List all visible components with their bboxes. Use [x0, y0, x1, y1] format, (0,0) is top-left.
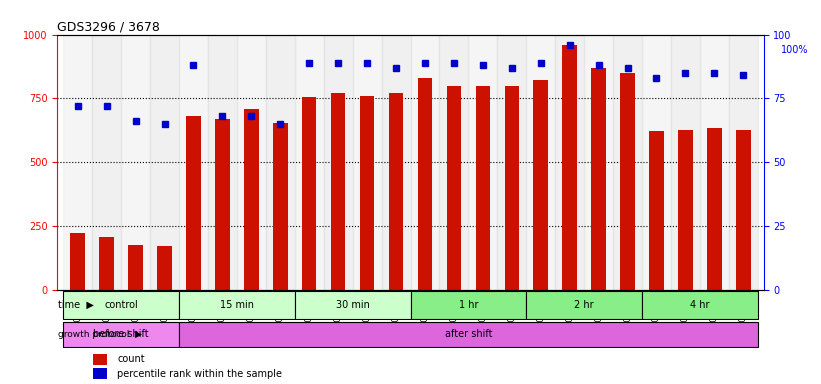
Bar	[382, 35, 410, 290]
Bar	[613, 35, 642, 290]
Bar	[729, 35, 758, 290]
Bar	[418, 78, 432, 290]
Bar	[323, 35, 353, 290]
Bar	[505, 86, 519, 290]
Bar	[208, 35, 237, 290]
Bar	[99, 237, 114, 290]
Bar	[468, 35, 498, 290]
Bar	[150, 35, 179, 290]
Bar	[699, 35, 729, 290]
Bar	[410, 35, 439, 290]
Bar	[295, 35, 323, 290]
Text: after shift: after shift	[445, 329, 492, 339]
Bar	[439, 35, 468, 290]
Text: before shift: before shift	[94, 329, 149, 339]
Bar	[671, 35, 699, 290]
Bar	[158, 246, 172, 290]
Bar	[302, 97, 316, 290]
Bar	[526, 35, 555, 290]
Bar	[186, 116, 200, 290]
FancyBboxPatch shape	[63, 322, 179, 347]
Bar	[389, 93, 403, 290]
Bar	[93, 354, 107, 365]
Bar	[244, 109, 259, 290]
Text: count: count	[117, 354, 145, 364]
Bar	[215, 119, 230, 290]
Bar	[92, 35, 122, 290]
Bar	[63, 35, 92, 290]
Text: percentile rank within the sample: percentile rank within the sample	[117, 369, 282, 379]
Text: 15 min: 15 min	[220, 300, 254, 310]
Text: 4 hr: 4 hr	[690, 300, 709, 310]
Bar	[93, 368, 107, 379]
Bar	[266, 35, 295, 290]
Text: 30 min: 30 min	[336, 300, 369, 310]
Bar	[331, 93, 346, 290]
Bar	[562, 45, 577, 290]
Text: growth protocol  ▶: growth protocol ▶	[58, 330, 142, 339]
Bar	[678, 130, 693, 290]
Text: 100%: 100%	[782, 45, 809, 55]
FancyBboxPatch shape	[63, 291, 179, 319]
FancyBboxPatch shape	[642, 291, 758, 319]
Bar	[360, 96, 374, 290]
Bar	[736, 130, 750, 290]
Bar	[447, 86, 461, 290]
Bar	[642, 35, 671, 290]
Bar	[273, 122, 287, 290]
Bar	[534, 81, 548, 290]
Bar	[128, 245, 143, 290]
Bar	[621, 73, 635, 290]
Bar	[122, 35, 150, 290]
Text: time  ▶: time ▶	[58, 300, 94, 310]
Bar	[71, 233, 85, 290]
FancyBboxPatch shape	[179, 322, 758, 347]
Bar	[591, 68, 606, 290]
Bar	[707, 127, 722, 290]
Bar	[475, 86, 490, 290]
Text: control: control	[104, 300, 138, 310]
Bar	[555, 35, 584, 290]
Bar	[353, 35, 382, 290]
Text: GDS3296 / 3678: GDS3296 / 3678	[57, 20, 160, 33]
FancyBboxPatch shape	[410, 291, 526, 319]
Bar	[498, 35, 526, 290]
Bar	[179, 35, 208, 290]
FancyBboxPatch shape	[179, 291, 295, 319]
Text: 1 hr: 1 hr	[459, 300, 478, 310]
Text: 2 hr: 2 hr	[575, 300, 594, 310]
Bar	[584, 35, 613, 290]
Bar	[649, 131, 663, 290]
FancyBboxPatch shape	[295, 291, 410, 319]
FancyBboxPatch shape	[526, 291, 642, 319]
Bar	[237, 35, 266, 290]
